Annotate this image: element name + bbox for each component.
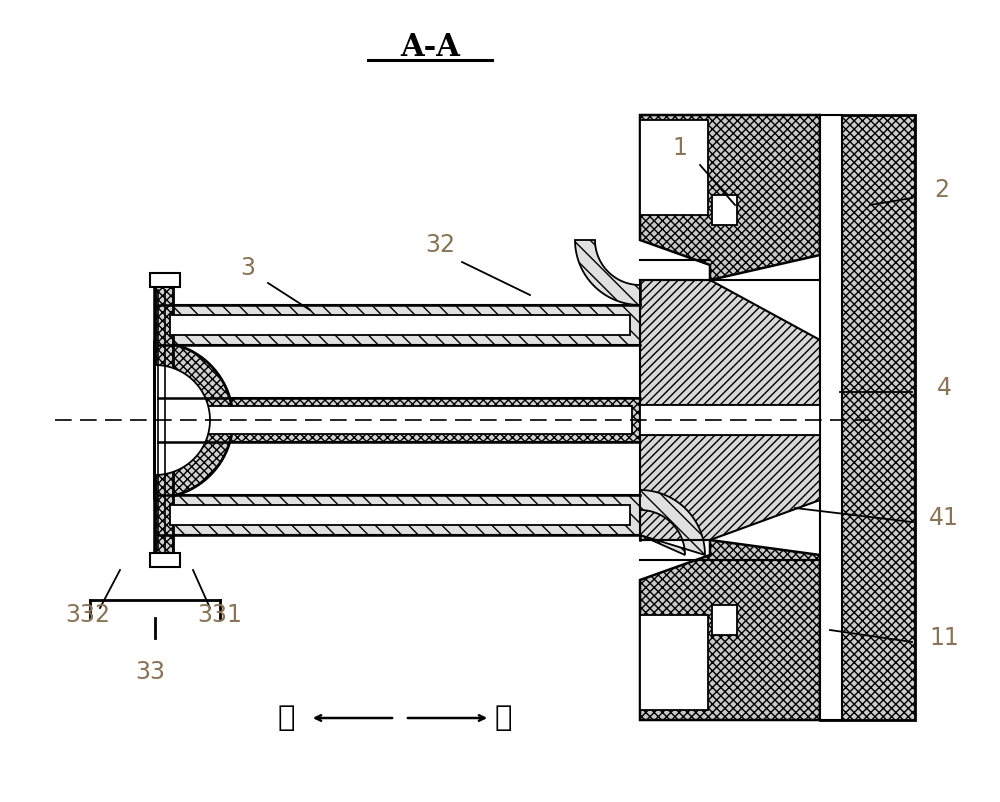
- Polygon shape: [640, 115, 820, 280]
- Text: 11: 11: [929, 626, 959, 650]
- Bar: [150, 273, 180, 287]
- Bar: [820, 115, 842, 720]
- Text: 3: 3: [240, 256, 256, 280]
- Bar: [170, 406, 632, 434]
- Polygon shape: [155, 297, 210, 543]
- Text: 2: 2: [934, 178, 950, 202]
- Bar: [820, 115, 915, 720]
- Bar: [712, 195, 737, 225]
- Text: 331: 331: [198, 603, 242, 627]
- Bar: [170, 505, 630, 525]
- Bar: [712, 605, 737, 635]
- Bar: [155, 285, 173, 555]
- Bar: [640, 615, 708, 710]
- Polygon shape: [640, 435, 820, 540]
- Bar: [640, 405, 820, 435]
- Bar: [170, 315, 630, 335]
- Text: 32: 32: [425, 233, 455, 257]
- Polygon shape: [575, 240, 640, 305]
- Bar: [640, 120, 708, 215]
- Text: A-A: A-A: [400, 33, 460, 63]
- Text: 33: 33: [135, 660, 165, 684]
- Text: 右: 右: [495, 704, 512, 732]
- Text: 1: 1: [673, 136, 687, 160]
- Polygon shape: [155, 285, 233, 555]
- Polygon shape: [158, 398, 640, 442]
- Text: 4: 4: [936, 376, 952, 400]
- Polygon shape: [158, 305, 640, 345]
- Polygon shape: [640, 490, 705, 555]
- Polygon shape: [640, 280, 820, 405]
- Polygon shape: [640, 540, 820, 720]
- Text: 左: 左: [278, 704, 295, 732]
- Text: 41: 41: [929, 506, 959, 530]
- Bar: [150, 553, 180, 567]
- Polygon shape: [158, 495, 640, 535]
- Text: 332: 332: [66, 603, 110, 627]
